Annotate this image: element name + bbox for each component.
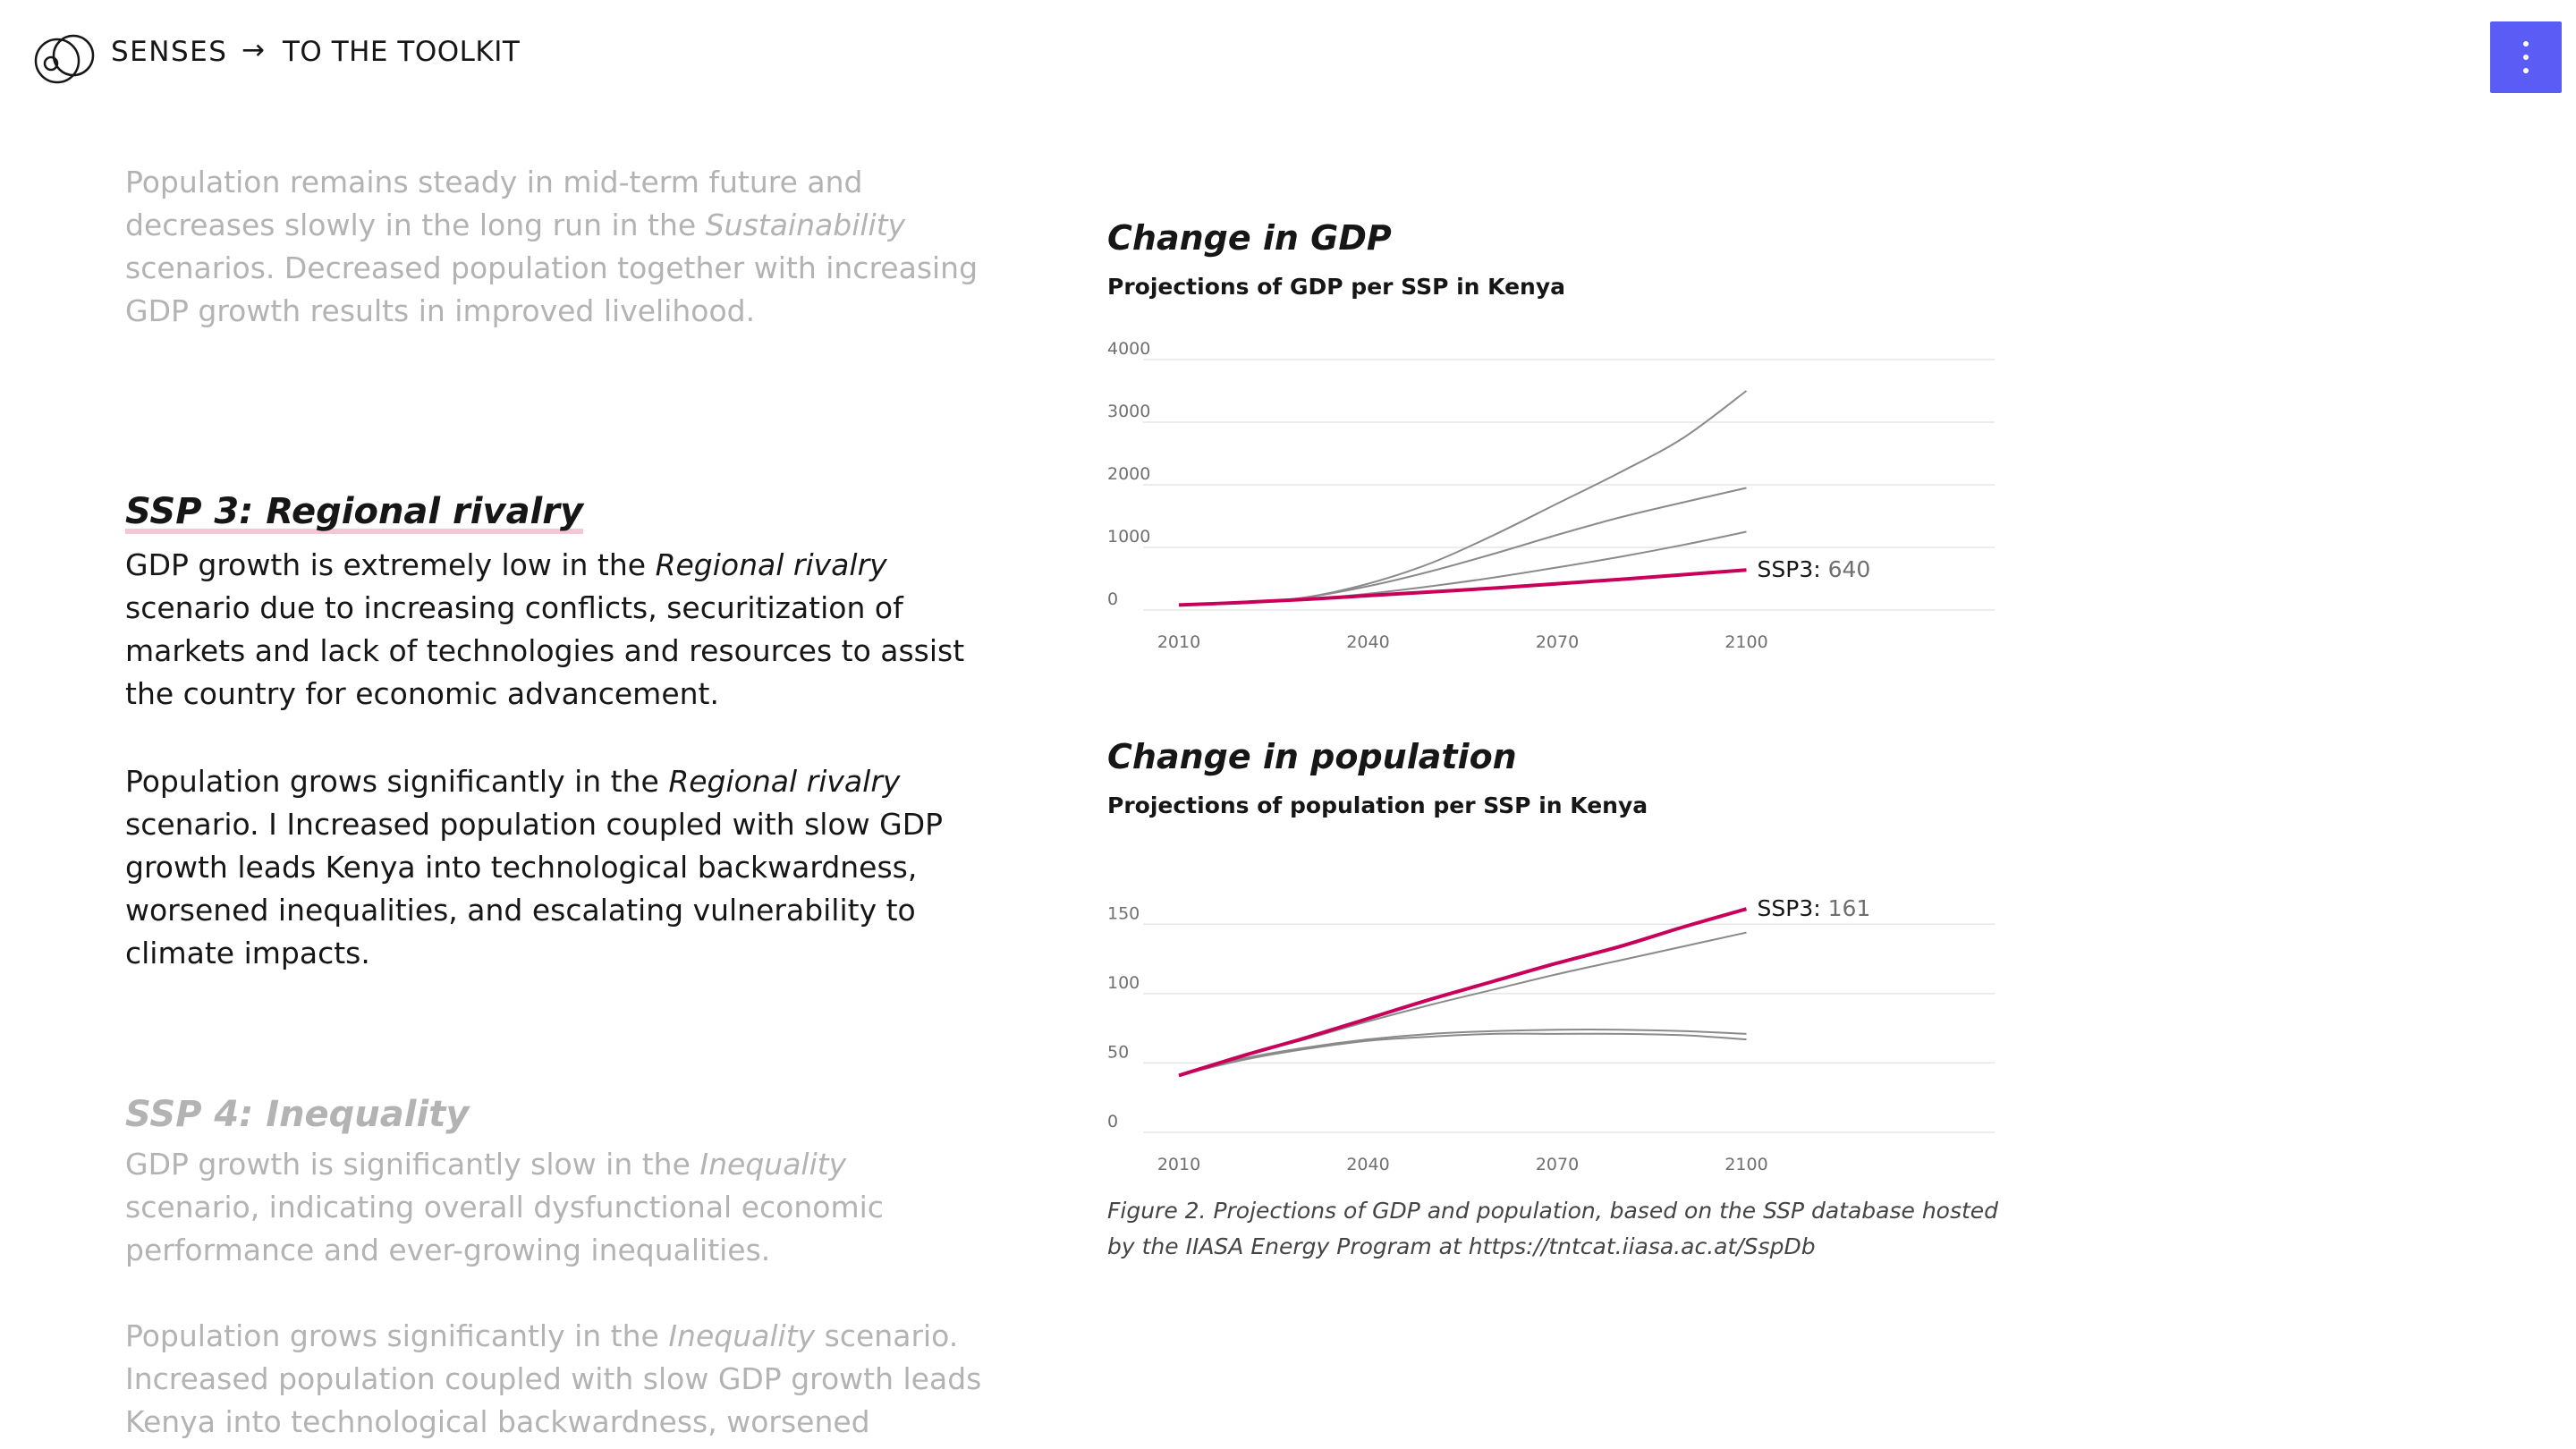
site-header: SENSES → TO THE TOOLKIT — [0, 0, 2576, 116]
series-line-ssp3 — [1178, 907, 1748, 1078]
ssp4-population-paragraph: Population grows significantly in the In… — [125, 1318, 982, 1449]
x-tick-label: 2010 — [1157, 632, 1200, 652]
intro-paragraph: Population remains steady in mid-term fu… — [125, 165, 979, 328]
series-line-ssp3 — [1178, 568, 1747, 607]
series-line — [1178, 390, 1748, 606]
ssp3-end-label-name: SSP3: — [1758, 556, 1828, 582]
x-tick-label: 2040 — [1346, 1155, 1389, 1174]
x-tick-label: 2100 — [1724, 632, 1767, 652]
ssp3-gdp-paragraph: GDP growth is extremely low in the Regio… — [125, 547, 965, 711]
ssp4-heading: SSP 4: Inequality — [125, 1094, 470, 1135]
x-tick-label: 2070 — [1536, 632, 1579, 652]
y-tick-label: 0 — [1107, 589, 1118, 609]
population-chart-heading: Change in population — [1107, 737, 1517, 776]
ssp3-end-label-value: 640 — [1828, 556, 1871, 582]
ssp3-end-label-value: 161 — [1828, 895, 1871, 921]
ssp3-end-label-name: SSP3: — [1758, 895, 1828, 921]
y-tick-label: 100 — [1107, 973, 1140, 993]
brand-name[interactable]: SENSES — [111, 36, 228, 68]
y-tick-label: 0 — [1107, 1112, 1118, 1131]
kebab-menu-icon — [2523, 41, 2529, 47]
figure-caption: Figure 2. Projections of GDP and populat… — [1107, 1198, 1999, 1259]
x-tick-label: 2100 — [1724, 1155, 1767, 1174]
ssp3-heading: SSP 3: Regional rivalry — [125, 491, 584, 532]
population-chart-title: Projections of population per SSP in Ken… — [1107, 792, 1648, 818]
y-tick-label: 150 — [1107, 903, 1140, 923]
nav-link-toolkit[interactable]: TO THE TOOLKIT — [283, 36, 521, 68]
series-line — [1178, 530, 1747, 606]
y-tick-label: 1000 — [1107, 527, 1150, 547]
ssp3-end-label: SSP3: 161 — [1758, 895, 1871, 921]
x-tick-label: 2010 — [1157, 1155, 1200, 1174]
series-line — [1178, 1032, 1747, 1077]
series-line — [1178, 487, 1747, 606]
y-tick-label: 2000 — [1107, 464, 1150, 484]
gdp-chart: 0 1000 2000 3000 4000 2010 2040 2070 2100 SSP3: 6… — [1107, 339, 1995, 652]
x-tick-label: 2070 — [1536, 1155, 1579, 1174]
population-chart: 0 50 100 150 2010 2040 2070 2100 SSP3: 161 — [1107, 895, 1995, 1174]
y-tick-label: 50 — [1107, 1042, 1129, 1062]
y-tick-label: 4000 — [1107, 339, 1150, 359]
arrow-right-icon: → — [242, 34, 265, 66]
ssp3-population-paragraph: Population grows significantly in the Re… — [125, 764, 944, 970]
ssp3-end-label: SSP3: 640 — [1758, 556, 1871, 582]
menu-button[interactable] — [2490, 21, 2562, 93]
gdp-chart-title: Projections of GDP per SSP in Kenya — [1107, 274, 1566, 300]
series-line — [1178, 1028, 1747, 1077]
gdp-chart-heading: Change in GDP — [1107, 218, 1392, 258]
ssp4-gdp-paragraph: GDP growth is significantly slow in the … — [125, 1147, 884, 1267]
x-tick-label: 2040 — [1346, 632, 1389, 652]
y-tick-label: 3000 — [1107, 402, 1150, 421]
senses-logo-icon[interactable] — [27, 30, 98, 84]
